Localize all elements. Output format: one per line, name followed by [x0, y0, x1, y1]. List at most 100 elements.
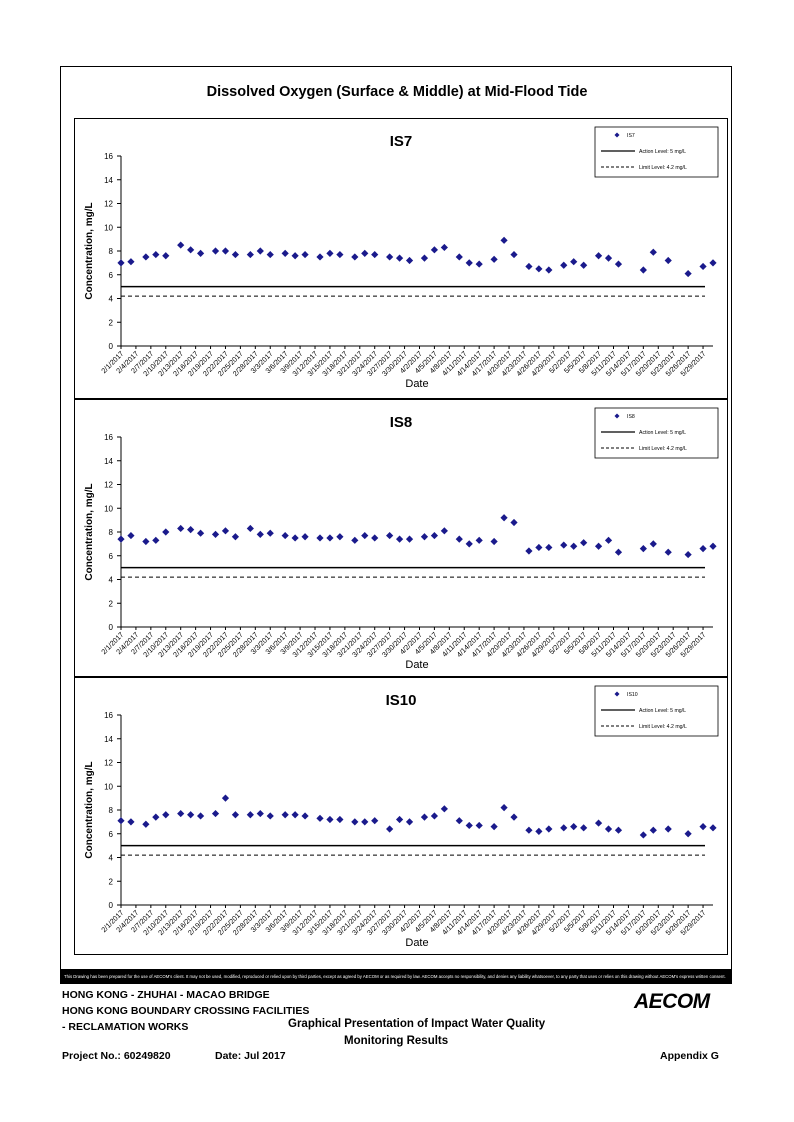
- data-point: [266, 812, 274, 820]
- y-tick-label: 10: [104, 504, 113, 513]
- data-point: [684, 550, 692, 559]
- data-point: [649, 826, 657, 834]
- data-point: [211, 809, 220, 818]
- data-point: [351, 253, 359, 261]
- data-point: [430, 531, 439, 540]
- data-point: [221, 247, 230, 255]
- y-tick-label: 12: [104, 759, 113, 768]
- y-tick-label: 2: [109, 877, 114, 886]
- data-point: [177, 809, 185, 818]
- data-point: [301, 250, 309, 259]
- data-point: [316, 534, 324, 542]
- data-point: [604, 825, 613, 833]
- data-point: [560, 824, 568, 832]
- data-point: [246, 524, 254, 533]
- data-point: [281, 249, 289, 257]
- data-point: [386, 825, 394, 833]
- y-tick-label: 14: [104, 735, 113, 744]
- legend-marker-series: [614, 691, 620, 697]
- data-point: [326, 534, 334, 542]
- data-point: [535, 265, 543, 273]
- data-point: [231, 811, 240, 819]
- y-axis-label: Concentration, mg/L: [84, 202, 95, 299]
- data-point: [361, 531, 369, 540]
- data-point: [395, 254, 404, 262]
- data-point: [570, 823, 578, 831]
- data-point: [405, 256, 414, 265]
- data-point: [361, 249, 369, 257]
- data-point: [604, 254, 613, 262]
- data-point: [316, 814, 324, 822]
- data-point: [699, 823, 707, 831]
- data-point: [525, 547, 533, 555]
- data-point: [336, 815, 344, 824]
- data-point: [490, 823, 498, 831]
- data-point: [560, 541, 568, 549]
- data-point: [455, 253, 463, 261]
- data-point: [649, 540, 657, 548]
- y-tick-label: 4: [109, 295, 114, 304]
- y-tick-label: 6: [109, 552, 114, 561]
- data-point: [301, 812, 309, 820]
- y-tick-label: 10: [104, 223, 113, 232]
- chart-title: IS8: [390, 414, 413, 431]
- x-axis-label: Date: [405, 937, 428, 949]
- data-point: [614, 826, 623, 834]
- data-point: [570, 258, 578, 266]
- data-point: [684, 269, 692, 278]
- data-point: [231, 533, 240, 541]
- data-point: [440, 243, 448, 252]
- y-tick-label: 6: [109, 271, 114, 280]
- data-point: [604, 536, 613, 544]
- data-point: [246, 811, 254, 819]
- data-point: [301, 533, 309, 541]
- data-point: [545, 825, 553, 833]
- y-tick-label: 16: [104, 433, 113, 442]
- data-point: [152, 250, 160, 259]
- y-tick-label: 8: [109, 247, 114, 256]
- y-tick-label: 12: [104, 200, 113, 209]
- data-point: [336, 250, 344, 259]
- y-axis-label: Concentration, mg/L: [84, 761, 95, 858]
- legend-marker-series: [614, 413, 620, 419]
- data-point: [187, 246, 195, 254]
- data-point: [221, 527, 230, 535]
- data-point: [187, 811, 195, 819]
- project-line-3: - RECLAMATION WORKS: [62, 1021, 189, 1033]
- y-tick-label: 12: [104, 481, 113, 490]
- disclaimer-text: This Drawing has been prepared for the u…: [60, 969, 732, 984]
- appendix-label: Appendix G: [660, 1050, 719, 1062]
- data-point: [386, 253, 394, 261]
- y-tick-label: 10: [104, 782, 113, 791]
- data-point: [256, 247, 264, 255]
- legend-label-action: Action Level: 5 mg/L: [639, 149, 686, 155]
- data-point: [709, 259, 717, 267]
- y-tick-label: 0: [109, 623, 114, 632]
- data-point: [525, 262, 533, 271]
- x-axis-label: Date: [405, 378, 428, 390]
- data-point: [510, 813, 518, 821]
- data-point: [211, 247, 220, 255]
- data-point: [326, 249, 334, 257]
- data-point: [291, 534, 299, 542]
- data-point: [490, 255, 498, 263]
- data-point: [162, 811, 170, 819]
- data-point: [580, 539, 588, 547]
- data-point: [594, 819, 603, 827]
- y-tick-label: 4: [109, 854, 114, 863]
- data-point: [420, 254, 429, 262]
- data-point: [475, 260, 483, 268]
- y-tick-label: 0: [109, 342, 114, 351]
- data-point: [594, 252, 603, 260]
- data-point: [117, 535, 125, 543]
- chart-panel-is7: IS7 0 2 4 6 8 10 12 14 16 Concentration, mg/L 2/1/2…: [74, 118, 728, 399]
- data-point: [430, 246, 439, 254]
- data-point: [162, 528, 170, 536]
- data-point: [560, 261, 568, 269]
- legend-label-series: IS7: [627, 133, 635, 139]
- data-point: [152, 813, 160, 821]
- data-point: [649, 248, 657, 256]
- data-point: [142, 253, 150, 261]
